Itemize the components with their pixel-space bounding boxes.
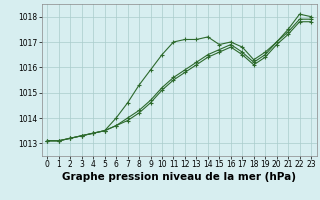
X-axis label: Graphe pression niveau de la mer (hPa): Graphe pression niveau de la mer (hPa) [62, 172, 296, 182]
